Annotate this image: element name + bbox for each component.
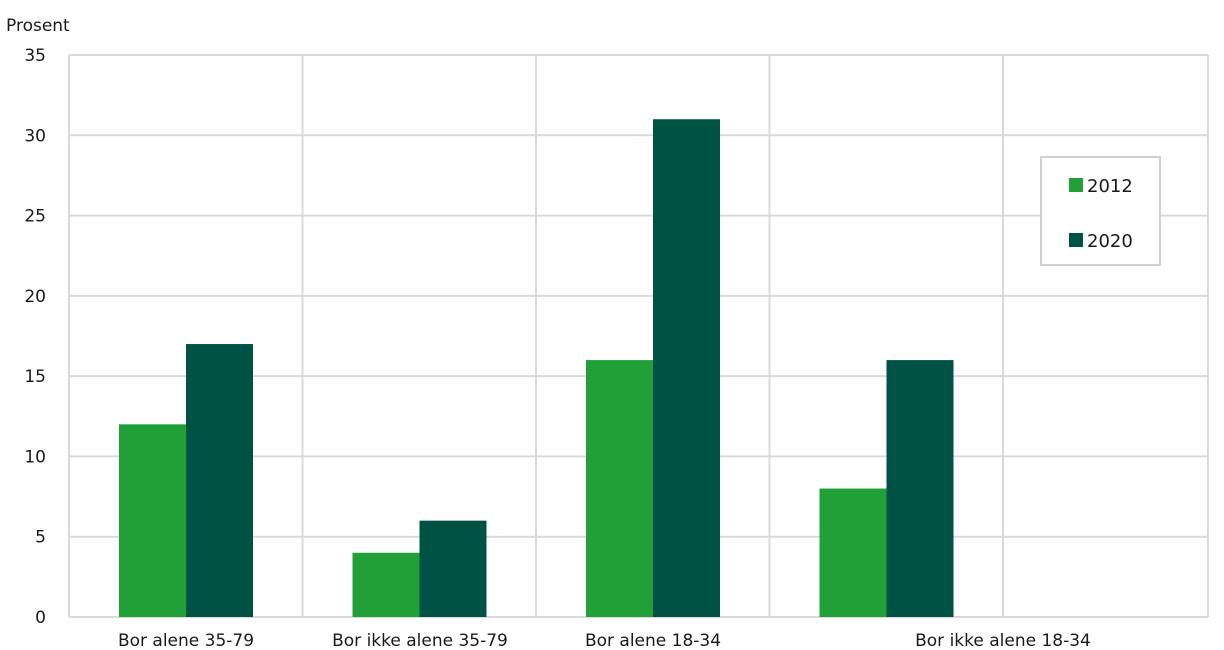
gridlines [68, 54, 1209, 618]
y-tick-label: 25 [24, 207, 46, 227]
bar-2020-1 [419, 520, 487, 617]
bar-2020-0 [186, 344, 253, 617]
x-category-label: Bor ikke alene 18-34 [915, 631, 1091, 650]
y-tick-label: 20 [24, 287, 46, 307]
bar-2012-2 [586, 360, 653, 617]
y-axis-label: Prosent [6, 16, 70, 36]
legend-label-2020: 2020 [1087, 231, 1133, 252]
bars [119, 119, 954, 617]
y-axis-ticks: 0 5 10 15 20 25 30 35 [24, 46, 46, 628]
x-category-label: Bor ikke alene 35-79 [332, 631, 508, 650]
legend-swatch-2020 [1069, 233, 1083, 247]
y-tick-label: 5 [35, 528, 46, 548]
legend-swatch-2012 [1069, 178, 1083, 192]
x-axis-categories: Bor alene 35-79 Bor ikke alene 35-79 Bor a… [118, 631, 1091, 650]
bar-2012-3 [819, 488, 887, 617]
y-tick-label: 10 [24, 447, 46, 467]
y-tick-label: 0 [35, 608, 46, 628]
bar-2012-0 [119, 424, 186, 617]
legend-label-2012: 2012 [1087, 176, 1133, 197]
legend: 2012 2020 [1040, 156, 1161, 266]
y-tick-label: 15 [24, 367, 46, 387]
y-tick-label: 30 [24, 126, 46, 146]
bar-2020-3 [886, 360, 954, 617]
x-category-label: Bor alene 35-79 [118, 631, 254, 650]
x-category-label: Bor alene 18-34 [585, 631, 721, 650]
bar-2020-2 [653, 119, 720, 617]
bar-2012-1 [352, 552, 420, 617]
y-tick-label: 35 [24, 46, 46, 66]
legend-box [1040, 156, 1161, 266]
